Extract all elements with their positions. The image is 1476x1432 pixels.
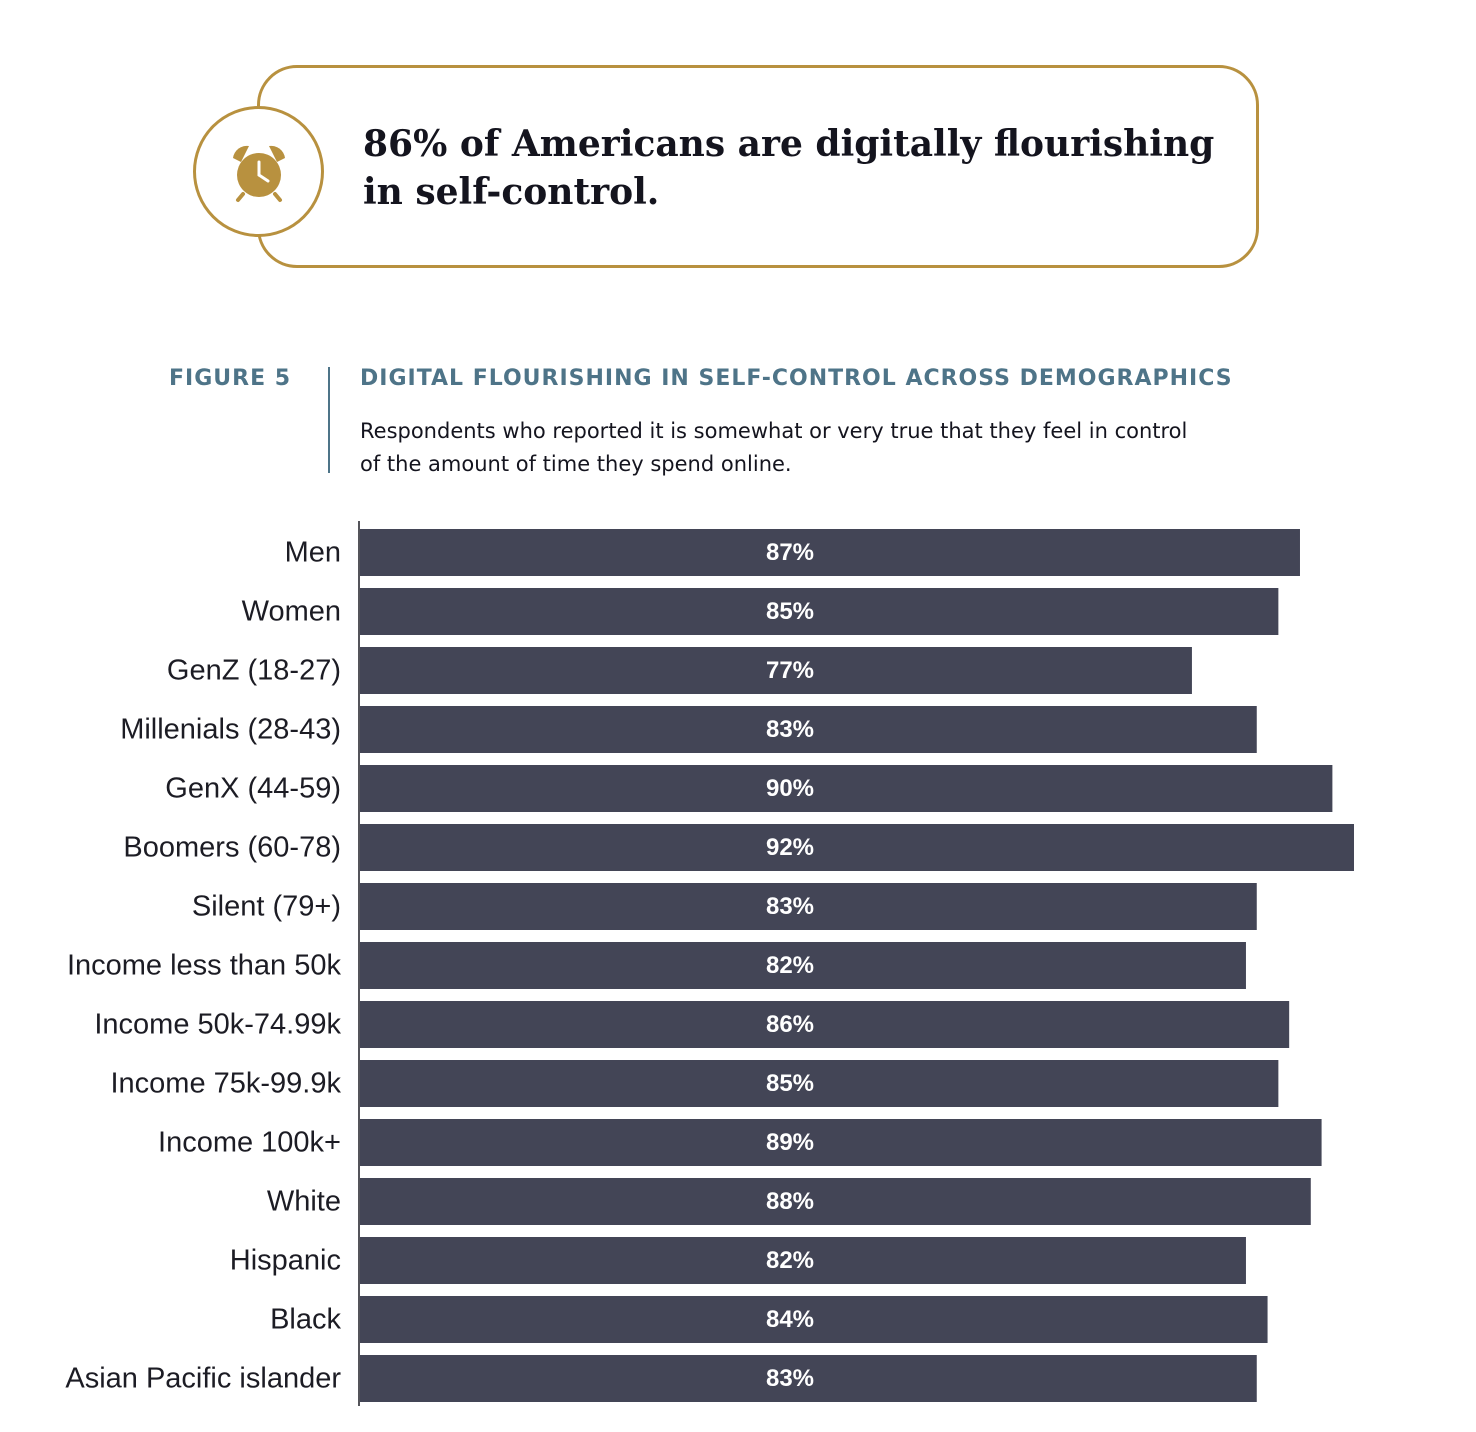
category-label: Men [285,537,341,569]
bar [360,1237,1246,1284]
bar [360,1001,1290,1048]
figure-divider [328,367,330,473]
bar [360,706,1257,753]
category-label: Boomers (60-78) [123,832,341,864]
callout-badge [193,106,324,237]
figure-title: DIGITAL FLOURISHING IN SELF-CONTROL ACRO… [360,366,1233,391]
category-label: Asian Pacific islander [65,1363,341,1395]
bar [360,883,1257,930]
value-label: 90% [766,775,814,802]
value-label: 85% [766,598,814,625]
callout-headline: 86% of Americans are digitally flourishi… [363,120,1243,216]
callout-line-2: in self-control. [363,171,660,213]
alarm-clock-icon [232,145,285,202]
value-label: 83% [766,1365,814,1392]
category-label: GenX (44-59) [165,773,341,805]
callout-line-1: 86% of Americans are digitally flourishi… [363,123,1215,165]
category-label: GenZ (18-27) [167,655,341,687]
bar [360,824,1354,871]
bar [360,1296,1268,1343]
category-label: Income 100k+ [158,1127,341,1159]
bar [360,942,1246,989]
category-label: Women [242,596,341,628]
bar [360,765,1333,812]
bar [360,647,1192,694]
bar [360,588,1279,635]
category-label: White [267,1186,341,1218]
category-label: Millenials (28-43) [120,714,341,746]
figure-label: FIGURE 5 [169,366,292,391]
value-label: 88% [766,1188,814,1215]
value-label: 87% [766,539,814,566]
value-label: 82% [766,1247,814,1274]
bar [360,1060,1279,1107]
category-label: Income less than 50k [67,950,342,982]
value-label: 83% [766,716,814,743]
value-label: 89% [766,1129,814,1156]
figure-subtitle-line-2: of the amount of time they spend online. [360,452,792,476]
bar [360,1178,1311,1225]
value-label: 86% [766,1011,814,1038]
value-label: 77% [766,657,814,684]
category-label: Income 50k-74.99k [94,1009,341,1041]
category-label: Hispanic [230,1245,341,1277]
bar [360,1119,1322,1166]
value-label: 92% [766,834,814,861]
figure-subtitle: Respondents who reported it is somewhat … [360,415,1340,481]
value-label: 85% [766,1070,814,1097]
bar [360,1355,1257,1402]
category-label: Black [270,1304,341,1336]
callout-box [257,65,1259,268]
bar [360,529,1300,576]
value-label: 82% [766,952,814,979]
value-label: 83% [766,893,814,920]
figure-subtitle-line-1: Respondents who reported it is somewhat … [360,419,1188,443]
category-label: Silent (79+) [192,891,341,923]
category-label: Income 75k-99.9k [110,1068,341,1100]
value-label: 84% [766,1306,814,1333]
